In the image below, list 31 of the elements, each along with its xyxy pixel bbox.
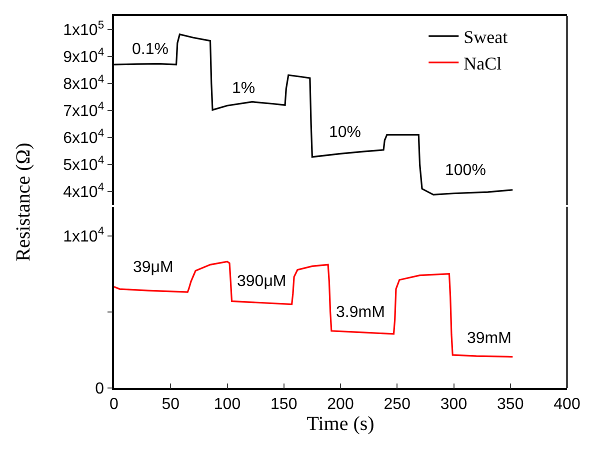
y-axis-title: Resistance (Ω)	[12, 142, 34, 262]
annotation: 100%	[445, 162, 486, 179]
x-tick-label: 200	[327, 396, 354, 413]
annotation: 0.1%	[132, 41, 168, 58]
y-tick-label: 4x10$^{4}$	[63, 181, 104, 202]
y-tick-label: 7x10$^{4}$	[63, 100, 104, 120]
x-tick-label: 250	[384, 396, 411, 413]
x-tick-label: 100	[214, 396, 241, 413]
legend-label: Sweat	[464, 27, 508, 48]
y-tick-label: 6x10$^{4}$	[63, 127, 104, 148]
x-tick-label: 400	[554, 396, 580, 413]
y-tick-label: 8x10$^{4}$	[63, 73, 104, 94]
y-tick-label: 1x10$^{5}$	[63, 19, 104, 40]
x-axis-title: Time (s)	[306, 412, 374, 435]
annotation: 39μM	[133, 259, 174, 276]
x-tick-label: 150	[270, 396, 298, 413]
annotation: 10%	[329, 124, 362, 141]
y-tick-label: 5x10$^{4}$	[63, 154, 104, 174]
x-tick-label: 0	[110, 396, 119, 413]
x-tick-label: 50	[162, 396, 180, 413]
line-series	[114, 260, 514, 358]
x-tick-label: 300	[440, 396, 468, 413]
y-tick-label: 0	[95, 380, 104, 398]
y-tick-label: 1x10$^{4}$	[63, 226, 104, 246]
annotation: 390μM	[237, 273, 286, 290]
x-tick-label: 350	[497, 396, 524, 413]
annotation: 3.9mM	[336, 304, 385, 321]
annotation: 1%	[232, 80, 256, 97]
annotation: 39mM	[467, 330, 512, 347]
y-tick-label: 9x10$^{4}$	[63, 46, 104, 66]
legend-label: NaCl	[464, 53, 502, 74]
